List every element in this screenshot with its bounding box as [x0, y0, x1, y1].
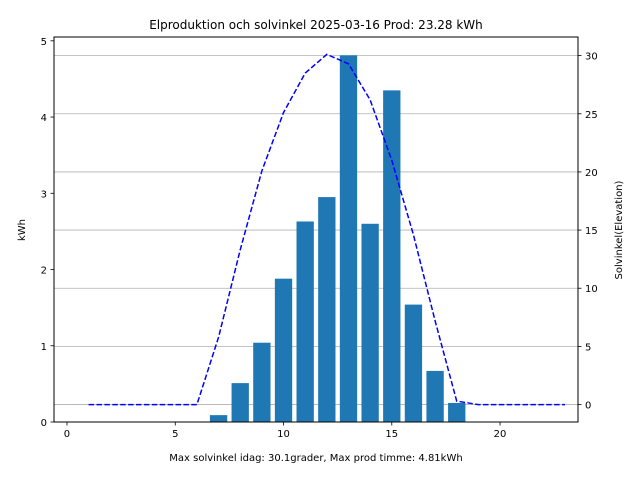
y-axis-label: kWh: [17, 219, 28, 241]
y-tick-label: 3: [41, 189, 47, 200]
y2-tick-label: 30: [585, 52, 598, 63]
x-axis: 0 5 10 15 20: [64, 422, 507, 440]
y2-tick-label: 20: [585, 168, 598, 179]
plot-frame: [53, 36, 579, 423]
y2-tick-label: 0: [585, 401, 591, 412]
y-axis-right: 0 5 10 15 20 25 30: [578, 52, 598, 412]
y-tick-label: 0: [41, 418, 47, 429]
y2-axis-label: Solvinkel(Elevation): [614, 180, 625, 279]
grid-layer: [54, 55, 578, 405]
x-tick-label: 15: [385, 429, 398, 440]
bars-layer: [209, 55, 466, 423]
bar: [426, 370, 444, 422]
y-tick-label: 5: [41, 37, 47, 48]
y-tick-label: 1: [41, 342, 47, 353]
x-tick-label: 5: [172, 429, 178, 440]
chart-title: Elproduktion och solvinkel 2025-03-16 Pr…: [149, 18, 483, 32]
bar: [383, 90, 401, 422]
elevation-line-layer: [88, 53, 565, 406]
bar: [209, 415, 228, 422]
x-tick-label: 10: [277, 429, 290, 440]
y2-tick-label: 10: [585, 284, 598, 295]
elevation-line: [88, 53, 565, 406]
bar: [404, 304, 423, 422]
bar: [296, 221, 314, 422]
y2-tick-label: 5: [585, 342, 591, 353]
bar: [231, 383, 249, 422]
y-tick-label: 4: [41, 113, 47, 124]
bar: [253, 342, 271, 422]
x-tick-label: 0: [64, 429, 70, 440]
bar: [361, 223, 379, 422]
y-tick-label: 2: [41, 266, 47, 277]
y2-tick-label: 15: [585, 226, 598, 237]
y-axis-left: 0 1 2 3 4 5: [41, 37, 54, 429]
bar: [274, 278, 293, 422]
x-axis-label: Max solvinkel idag: 30.1grader, Max prod…: [169, 453, 462, 464]
x-tick-label: 20: [494, 429, 507, 440]
y2-tick-label: 25: [585, 110, 598, 121]
bar: [318, 197, 336, 422]
bar: [339, 55, 358, 423]
bar: [448, 402, 466, 422]
